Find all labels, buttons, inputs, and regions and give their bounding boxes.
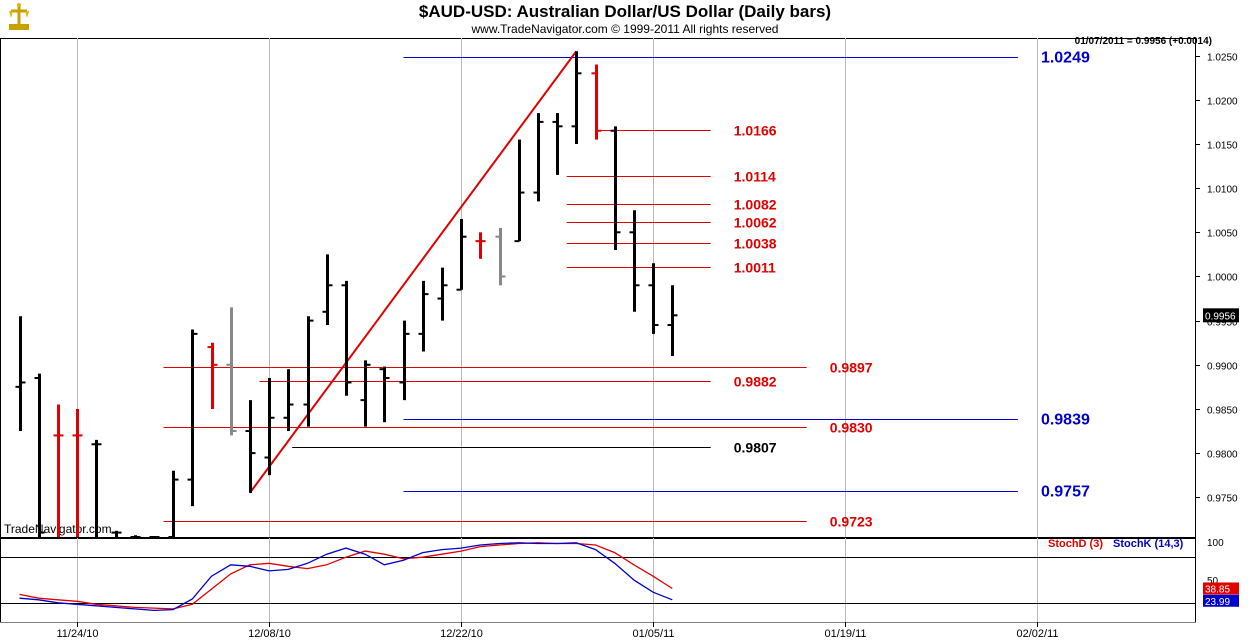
stoch-y-tick-label: 50 xyxy=(1207,576,1219,587)
y-tick-label: 0.9800 xyxy=(1207,450,1238,461)
stoch-y-tick-label: 100 xyxy=(1207,538,1224,549)
y-tick-label: 0.9950 xyxy=(1207,318,1238,329)
x-tick-label: 11/24/10 xyxy=(56,628,98,640)
stoch-last-label: 23.99 xyxy=(1205,597,1230,608)
y-tick-label: 1.0000 xyxy=(1207,273,1238,284)
level-label: 1.0011 xyxy=(734,260,776,276)
stoch-last-label: 38.85 xyxy=(1205,584,1230,595)
level-label: 0.9830 xyxy=(830,420,873,436)
last-quote: 01/07/2011 = 0.9956 (+0.0014) xyxy=(1074,36,1212,47)
legend-stochk: StochK (14,3) xyxy=(1113,538,1184,550)
chart-title: $AUD-USD: Australian Dollar/US Dollar (D… xyxy=(418,2,832,21)
trendline xyxy=(249,50,578,494)
stoch-last-box xyxy=(1203,582,1239,595)
level-label: 0.9897 xyxy=(830,360,873,376)
y-tick-label: 1.0200 xyxy=(1207,97,1238,108)
level-label: 1.0166 xyxy=(734,123,777,139)
stoch-series-line xyxy=(19,542,673,610)
y-tick-label: 0.9900 xyxy=(1207,362,1238,373)
x-tick-label: 02/02/11 xyxy=(1016,628,1058,640)
x-tick-label: 01/05/11 xyxy=(632,628,674,640)
y-tick-label: 0.9850 xyxy=(1207,406,1238,417)
y-tick-label: 1.0050 xyxy=(1207,229,1238,240)
y-tick-label: 1.0250 xyxy=(1207,53,1238,64)
stoch-last-box xyxy=(1203,594,1239,607)
level-label: 1.0249 xyxy=(1041,50,1090,67)
level-label: 1.0062 xyxy=(734,215,777,231)
chart-subtitle: www.TradeNavigator.com © 1999-2011 All r… xyxy=(471,22,779,36)
y-tick-label: 1.0100 xyxy=(1207,185,1238,196)
last-price-box xyxy=(1203,308,1239,323)
date-axis-band xyxy=(0,622,1250,643)
level-label: 0.9723 xyxy=(830,514,873,530)
price-panel-frame xyxy=(0,38,1196,538)
trade-navigator-logo-icon xyxy=(6,2,32,32)
x-tick-label: 12/22/10 xyxy=(440,628,483,640)
legend-stochd: StochD (3) xyxy=(1048,538,1103,550)
level-label: 0.9757 xyxy=(1041,484,1090,501)
stoch-series-line xyxy=(19,542,673,612)
last-price-label: 0.9956 xyxy=(1205,311,1236,322)
level-label: 1.0038 xyxy=(734,236,777,252)
level-label: 1.0082 xyxy=(734,197,777,213)
level-label: 0.9882 xyxy=(734,374,777,390)
level-label: 0.9807 xyxy=(734,440,777,456)
x-tick-label: 01/19/11 xyxy=(824,628,866,640)
level-label: 1.0114 xyxy=(734,169,776,185)
y-tick-label: 1.0150 xyxy=(1207,141,1238,152)
y-tick-label: 0.9750 xyxy=(1207,494,1238,505)
x-tick-label: 12/08/10 xyxy=(248,628,291,640)
level-label: 0.9839 xyxy=(1041,412,1090,429)
